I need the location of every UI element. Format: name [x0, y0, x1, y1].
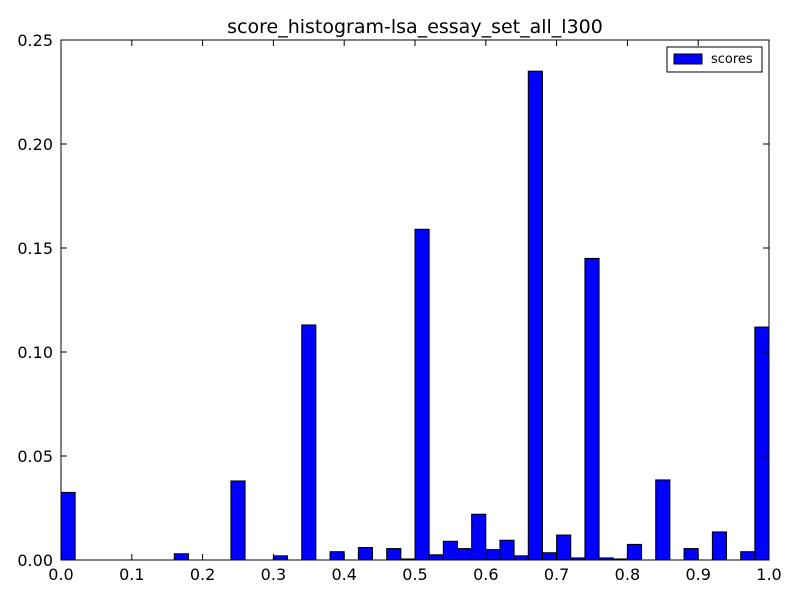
histogram-bar [60, 491, 76, 561]
histogram-bar [527, 70, 543, 561]
histogram-bar [711, 531, 728, 561]
histogram-bar [485, 549, 501, 561]
histogram-bar [683, 548, 699, 561]
histogram-bar [272, 555, 289, 561]
x-tick-label: 0.6 [473, 565, 498, 584]
histogram-bar [541, 552, 558, 561]
x-tick-label: 0.3 [261, 565, 286, 584]
plot-frame [60, 39, 770, 561]
y-tick-label: 0.20 [17, 135, 53, 154]
y-tick-label: 0.00 [17, 551, 53, 570]
x-tick-label: 0.8 [615, 565, 640, 584]
histogram-bar [626, 543, 643, 561]
histogram-bar [754, 326, 770, 561]
histogram-bar [173, 553, 189, 561]
histogram-bar [655, 479, 671, 561]
x-tick-label: 0.4 [331, 565, 356, 584]
histogram-bar [386, 548, 402, 561]
histogram-bar [499, 539, 515, 561]
x-tick-label: 0.1 [119, 565, 144, 584]
histogram-bar [584, 257, 600, 561]
histogram-bar [471, 513, 487, 561]
x-tick-label: 0.9 [685, 565, 710, 584]
x-tick-label: 1.0 [756, 565, 781, 584]
histogram-bar [329, 551, 345, 561]
y-tick-label: 0.25 [17, 31, 53, 50]
histogram-bar [301, 324, 317, 561]
histogram-bar [456, 548, 473, 561]
histogram-bar [414, 228, 430, 561]
legend: scores [666, 46, 763, 73]
x-tick-label: 0.5 [402, 565, 427, 584]
legend-swatch-scores [673, 53, 703, 65]
y-tick-label: 0.05 [17, 447, 53, 466]
histogram-bar [428, 554, 444, 561]
x-tick-label: 0.7 [544, 565, 569, 584]
bars-group [60, 70, 770, 561]
histogram-bar [442, 540, 458, 561]
x-tick-label: 0.2 [190, 565, 215, 584]
y-tick-label: 0.10 [17, 343, 53, 362]
chart-title: score_histogram-lsa_essay_set_all_l300 [227, 16, 603, 38]
histogram-bar [357, 547, 374, 561]
histogram-bar [740, 551, 756, 561]
histogram-bar [556, 534, 572, 561]
histogram-bar [230, 480, 246, 561]
x-tick-label: 0.0 [48, 565, 73, 584]
ticks-group: 0.0 0.1 0.2 0.3 0.4 0.5 0.6 0.7 0.8 0.9 1.0 0.00 0.0… [17, 31, 781, 584]
y-tick-label: 0.15 [17, 239, 53, 258]
histogram-bar [513, 555, 529, 561]
legend-label-scores: scores [711, 52, 753, 67]
